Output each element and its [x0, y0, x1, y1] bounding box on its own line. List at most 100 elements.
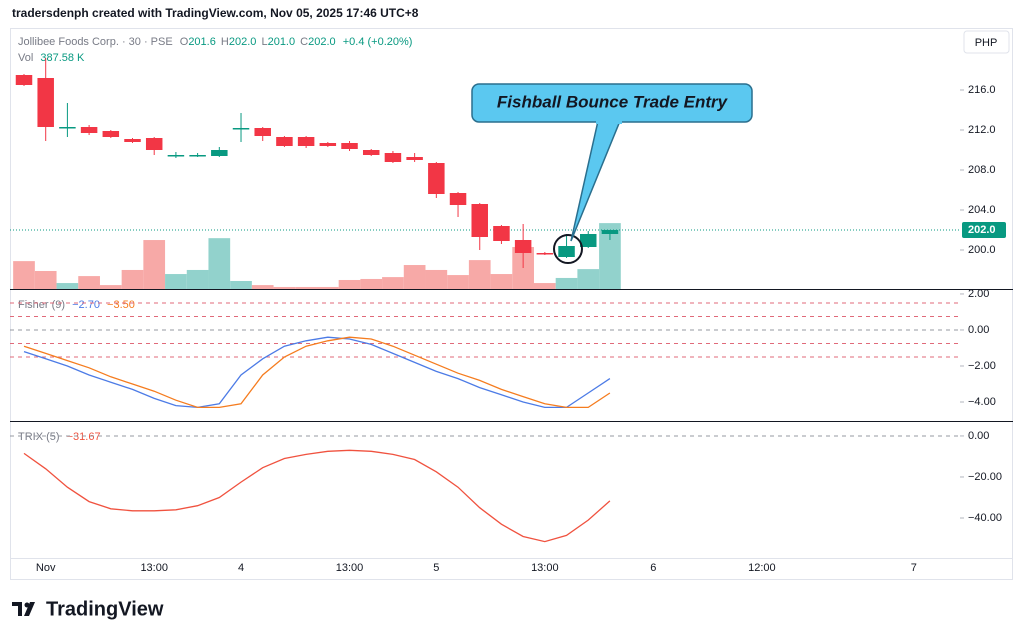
- y-tick-label: 2.00: [968, 288, 989, 300]
- x-tick-label: 4: [238, 562, 244, 574]
- highlight-circle: [553, 234, 583, 264]
- last-price-box: [962, 222, 1006, 238]
- candle-body: [167, 155, 185, 157]
- candle-body: [514, 240, 532, 253]
- candle-body: [145, 138, 163, 150]
- volume-bar: [599, 223, 621, 289]
- volume-bar: [230, 281, 252, 289]
- candle-body: [59, 127, 76, 129]
- ohlc-prefix: C: [300, 36, 308, 48]
- y-tick-label: 208.0: [968, 164, 996, 176]
- volume-bar: [403, 265, 426, 289]
- callout-joint: [596, 119, 622, 124]
- volume-bar: [512, 247, 534, 289]
- candle-body: [297, 137, 315, 146]
- header: tradersdenph created with TradingView.co…: [12, 6, 419, 20]
- x-tick-label: 7: [911, 562, 917, 574]
- x-tick-label: 12:00: [748, 562, 776, 574]
- volume-bar: [251, 285, 274, 289]
- candle-body: [493, 226, 510, 241]
- indicator-value: −2.70: [72, 299, 100, 311]
- volume-bar: [121, 269, 144, 289]
- volume-bar: [165, 274, 187, 289]
- y-tick-label: 0.00: [968, 430, 989, 442]
- candle-body: [536, 253, 554, 255]
- y-tick-label: −2.00: [968, 360, 996, 372]
- candle-body: [37, 78, 54, 127]
- currency-box: [963, 30, 1010, 54]
- y-tick-label: 216.0: [968, 84, 996, 96]
- indicator-title: TRIX (5): [18, 431, 60, 443]
- volume-bar: [295, 286, 317, 289]
- ohlc-prefix: H: [221, 36, 229, 48]
- last-price-label: 202.0: [968, 224, 996, 236]
- volume-bar: [13, 261, 35, 289]
- y-tick-label: 200.0: [968, 244, 996, 256]
- volume-value: 387.58 K: [40, 52, 85, 64]
- indicator-title: Fisher (9): [18, 299, 65, 311]
- y-tick-label: 204.0: [968, 204, 996, 216]
- callout: Fishball Bounce Trade Entry: [471, 83, 753, 264]
- volume-bar: [468, 260, 491, 289]
- volume-legend: Vol 387.58 K: [18, 52, 85, 64]
- ohlc-value: 201.0: [268, 36, 296, 48]
- volume-bar: [99, 285, 122, 289]
- indicator-value: −31.67: [67, 431, 101, 443]
- logo: TradingView: [12, 598, 164, 620]
- candle-body: [428, 163, 445, 194]
- volume-bar: [382, 277, 404, 289]
- frame: [10, 28, 1013, 580]
- candle-body: [80, 127, 98, 133]
- annotation: Fishball Bounce Trade Entry: [497, 92, 729, 111]
- candle-body: [211, 150, 228, 156]
- candle-body: [341, 143, 358, 149]
- candle-body: [319, 143, 337, 146]
- x-tick-label: 13:00: [336, 562, 364, 574]
- series-line: [23, 336, 611, 409]
- x-tick-label: 6: [650, 562, 656, 574]
- logo-dot: [24, 602, 30, 608]
- candle-body: [406, 157, 423, 160]
- y-tick-label: 0.00: [968, 324, 989, 336]
- volume-bar: [425, 269, 448, 289]
- volume-bar: [34, 270, 57, 289]
- volume-bar: [338, 279, 361, 289]
- volume-bar: [577, 269, 600, 289]
- fisher-legend: Fisher (9) −2.70 −3.50: [18, 299, 135, 311]
- ohlc-value: 202.0: [308, 36, 336, 48]
- candle-body: [189, 155, 206, 157]
- ohlc-value: 201.6: [188, 36, 216, 48]
- volume-bar: [273, 286, 296, 289]
- volume-bar: [360, 278, 383, 289]
- candle-body: [558, 246, 575, 257]
- volume-bar: [208, 238, 231, 289]
- candle-body: [449, 193, 467, 205]
- volume-bar: [143, 240, 166, 289]
- x-tick-label: Nov: [36, 562, 56, 574]
- trix-legend: TRIX (5) −31.67: [18, 431, 101, 443]
- indicator-value: −3.50: [107, 299, 135, 311]
- y-tick-label: −20.00: [968, 471, 1002, 483]
- currency: PHP: [975, 37, 998, 49]
- y-tick-label: −40.00: [968, 512, 1002, 524]
- candle-body: [232, 128, 250, 130]
- marks: Nov 13:00 4 13:00 5 13:00 6 12:00 7 216.0 212.0 208…: [10, 58, 1006, 574]
- candle-body: [102, 131, 120, 137]
- candle-body: [362, 150, 380, 155]
- volume-bar: [533, 283, 556, 289]
- candle-body: [384, 153, 402, 162]
- ohlc-prefix: O: [180, 36, 189, 48]
- volume-bar: [186, 269, 209, 289]
- series-line: [23, 336, 611, 409]
- ohlc-prefix: L: [261, 36, 267, 48]
- symbol: Jollibee Foods Corp. · 30 · PSE: [18, 36, 173, 48]
- y-tick-label: 212.0: [968, 124, 996, 136]
- logo-text: TradingView: [46, 598, 164, 620]
- series-line: [23, 449, 611, 543]
- candle-body: [15, 75, 33, 85]
- candle-body: [124, 139, 141, 142]
- candle-body: [580, 234, 597, 247]
- ohlc-value: 202.0: [229, 36, 257, 48]
- legend: Jollibee Foods Corp. · 30 · PSE O201.6 H…: [18, 36, 412, 48]
